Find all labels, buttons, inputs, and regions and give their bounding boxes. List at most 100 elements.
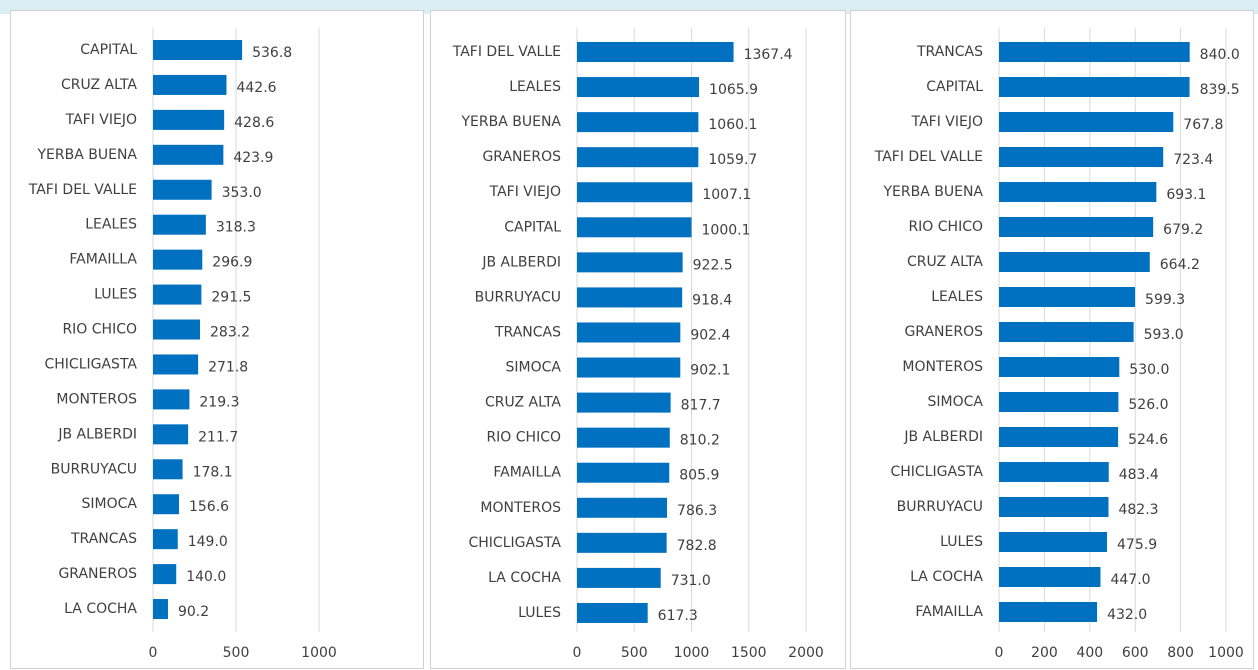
- value-label: 353.0: [222, 185, 262, 201]
- y-tick-label: FAMAILLA: [915, 604, 983, 620]
- bar: [577, 147, 699, 168]
- bar: [153, 424, 189, 445]
- y-tick-label: TRANCAS: [916, 44, 983, 60]
- value-label: 922.5: [693, 257, 733, 273]
- y-tick-label: JB ALBERDI: [57, 426, 137, 442]
- bar: [577, 42, 734, 62]
- bar: [999, 77, 1190, 97]
- y-tick-label: CAPITAL: [926, 79, 983, 95]
- bar: [153, 319, 201, 340]
- value-label: 840.0: [1200, 47, 1240, 63]
- bar: [577, 217, 692, 238]
- bar: [153, 564, 177, 585]
- value-label: 530.0: [1129, 362, 1169, 378]
- bar: [999, 602, 1098, 622]
- y-tick-label: RIO CHICO: [62, 322, 137, 338]
- value-label: 810.2: [680, 433, 720, 449]
- y-tick-label: CHICLIGASTA: [891, 464, 984, 480]
- x-tick-label: 500: [621, 645, 648, 661]
- y-tick-label: BURRUYACU: [51, 461, 137, 477]
- value-label: 1060.1: [708, 117, 757, 133]
- bar: [999, 567, 1101, 587]
- y-tick-label: CHICLIGASTA: [45, 356, 138, 372]
- value-label: 767.8: [1183, 117, 1223, 133]
- value-label: 432.0: [1107, 607, 1147, 623]
- bar: [577, 497, 668, 518]
- value-label: 283.2: [210, 325, 250, 341]
- y-tick-label: GRANEROS: [58, 566, 137, 582]
- value-label: 482.3: [1118, 502, 1158, 518]
- y-tick-label: CRUZ ALTA: [485, 395, 561, 411]
- y-tick-label: LA COCHA: [910, 569, 983, 585]
- bar: [577, 392, 671, 413]
- y-tick-label: TAFI VIEJO: [65, 112, 137, 128]
- value-label: 918.4: [692, 292, 732, 308]
- bar: [153, 74, 227, 95]
- value-label: 442.6: [236, 80, 276, 96]
- y-tick-label: CRUZ ALTA: [907, 254, 983, 270]
- bar: [999, 497, 1109, 517]
- bar: [153, 144, 224, 165]
- value-label: 156.6: [189, 499, 229, 515]
- bar: [153, 599, 168, 620]
- bar: [577, 532, 667, 553]
- bar: [577, 357, 681, 378]
- value-label: 178.1: [193, 464, 233, 480]
- y-tick-label: SIMOCA: [928, 394, 984, 410]
- y-tick-label: LEALES: [85, 217, 137, 233]
- bar: [999, 392, 1119, 412]
- bar: [153, 109, 225, 130]
- x-tick-label: 1000: [301, 645, 337, 661]
- value-label: 723.4: [1173, 152, 1213, 168]
- x-tick-label: 1500: [731, 645, 767, 661]
- y-tick-label: TRANCAS: [494, 324, 561, 340]
- value-label: 593.0: [1144, 327, 1184, 343]
- y-tick-label: CRUZ ALTA: [61, 77, 137, 93]
- value-label: 90.2: [178, 604, 209, 620]
- x-tick-label: 500: [223, 645, 250, 661]
- value-label: 599.3: [1145, 292, 1185, 308]
- value-label: 219.3: [199, 394, 239, 410]
- y-tick-label: TAFI DEL VALLE: [874, 149, 983, 165]
- bar: [577, 462, 670, 483]
- value-label: 1059.7: [708, 152, 757, 168]
- y-tick-label: CAPITAL: [80, 42, 137, 58]
- value-label: 731.0: [671, 573, 711, 589]
- bar: [577, 322, 681, 343]
- bar: [999, 532, 1108, 552]
- bar: [999, 252, 1150, 272]
- value-label: 693.1: [1166, 187, 1206, 203]
- value-label: 839.5: [1200, 82, 1240, 98]
- bar: [153, 284, 202, 305]
- y-tick-label: YERBA BUENA: [882, 184, 983, 200]
- y-tick-label: MONTEROS: [902, 359, 983, 375]
- value-label: 1007.1: [702, 187, 751, 203]
- bar: [577, 252, 683, 273]
- y-tick-label: YERBA BUENA: [460, 114, 561, 130]
- bar: [577, 567, 661, 588]
- y-tick-label: LULES: [94, 287, 137, 303]
- y-tick-label: TAFI VIEJO: [489, 184, 561, 200]
- bar: [153, 40, 243, 60]
- y-tick-label: LULES: [518, 605, 561, 621]
- bar: [999, 287, 1136, 307]
- value-label: 536.8: [252, 45, 292, 61]
- value-label: 1065.9: [709, 82, 758, 98]
- y-tick-label: LEALES: [931, 289, 983, 305]
- value-label: 817.7: [681, 398, 721, 414]
- bar: [577, 427, 670, 448]
- value-label: 1367.4: [744, 47, 793, 63]
- bar: [577, 112, 699, 133]
- y-tick-label: SIMOCA: [82, 496, 138, 512]
- bar: [999, 357, 1120, 377]
- bar: [153, 214, 206, 235]
- y-tick-label: JB ALBERDI: [903, 429, 983, 445]
- bar: [153, 389, 190, 410]
- bar: [999, 112, 1174, 132]
- value-label: 140.0: [186, 569, 226, 585]
- value-label: 902.4: [690, 327, 730, 343]
- value-label: 664.2: [1160, 257, 1200, 273]
- y-tick-label: MONTEROS: [480, 500, 561, 516]
- bar: [153, 354, 199, 375]
